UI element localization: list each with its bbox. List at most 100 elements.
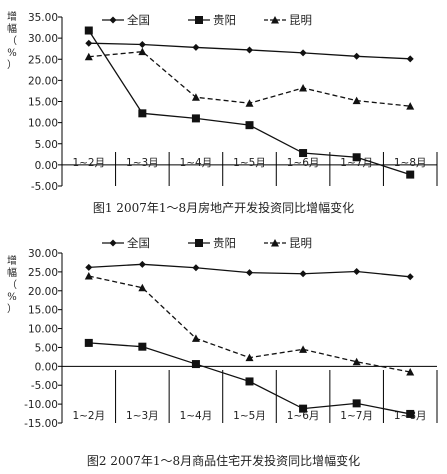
point-marker	[84, 26, 93, 35]
y-axis-label: ）	[7, 59, 17, 71]
y-axis-label: ）	[7, 303, 17, 315]
point-marker	[138, 260, 146, 268]
point-marker	[138, 47, 147, 56]
point-marker	[299, 345, 308, 353]
point-marker	[406, 368, 415, 376]
y-tick-label: 15.00	[28, 97, 58, 109]
point-marker	[299, 49, 307, 57]
legend-label: 全国	[127, 236, 150, 250]
y-tick-label: 10.00	[28, 118, 58, 130]
x-tick-label: 1~3月	[126, 157, 159, 169]
x-tick-label: 1~8月	[394, 157, 427, 169]
y-axis-label: 幅	[7, 22, 17, 35]
legend-entry: 昆明	[264, 236, 312, 250]
y-tick-label: 5.00	[35, 139, 58, 151]
x-tick-label: 1~4月	[180, 157, 213, 169]
legend-entry: 贵阳	[188, 13, 236, 27]
x-tick-label: 1~7月	[340, 410, 373, 422]
point-marker	[271, 239, 279, 247]
y-tick-label: 10.00	[28, 324, 58, 336]
series-2	[84, 26, 415, 179]
point-marker	[352, 153, 361, 162]
x-tick-label: 1~2月	[72, 157, 105, 169]
point-marker	[299, 270, 307, 278]
y-tick-label: 0.00	[35, 361, 58, 373]
y-axis-label: 增	[7, 10, 17, 23]
y-tick-label: -15.00	[24, 418, 58, 430]
point-marker	[246, 269, 253, 277]
point-marker	[299, 404, 308, 413]
x-tick-label: 1~2月	[72, 410, 105, 422]
point-marker	[406, 273, 414, 281]
y-tick-label: 15.00	[28, 305, 58, 317]
y-tick-label: -5.00	[31, 181, 58, 193]
series-3	[84, 272, 415, 376]
point-marker	[406, 409, 415, 418]
point-marker	[109, 239, 117, 247]
y-tick-label: 20.00	[28, 75, 58, 87]
x-tick-label: 1~5月	[233, 410, 266, 422]
point-marker	[195, 239, 203, 247]
y-axis-label: 幅	[7, 266, 17, 279]
point-marker	[84, 272, 93, 280]
legend-label: 昆明	[289, 13, 312, 27]
point-marker	[191, 360, 200, 369]
y-axis-label: （	[7, 35, 17, 47]
legend-entry: 全国	[102, 13, 150, 27]
point-marker	[353, 268, 361, 276]
series-2	[84, 338, 415, 418]
y-axis-label: %	[7, 48, 17, 59]
point-marker	[191, 114, 200, 123]
point-marker	[138, 109, 147, 118]
series-1	[85, 39, 414, 63]
y-tick-label: 35.00	[28, 12, 58, 24]
point-marker	[85, 263, 93, 271]
point-marker	[245, 377, 254, 386]
y-tick-label: 30.00	[28, 33, 58, 45]
point-marker	[406, 102, 415, 110]
chart-1-caption: 图1 2007年1～8月房地产开发投资同比增幅变化	[92, 201, 355, 215]
legend-label: 贵阳	[213, 13, 236, 27]
point-marker	[84, 338, 93, 347]
point-marker	[352, 399, 361, 408]
y-axis-label: %	[7, 292, 17, 303]
y-tick-label: -5.00	[31, 380, 58, 392]
y-tick-label: 5.00	[35, 342, 58, 354]
point-marker	[246, 46, 253, 54]
legend-label: 贵阳	[213, 236, 236, 250]
legend-entry: 昆明	[264, 13, 312, 27]
point-marker	[271, 16, 279, 24]
y-tick-label: 0.00	[35, 160, 58, 172]
point-marker	[245, 353, 254, 362]
point-marker	[85, 39, 93, 47]
y-tick-label: 20.00	[28, 286, 58, 298]
y-tick-label: -10.00	[24, 399, 58, 411]
point-marker	[191, 93, 200, 101]
x-tick-label: 1~3月	[126, 410, 159, 422]
legend-label: 昆明	[289, 236, 312, 250]
point-marker	[352, 96, 361, 105]
point-marker	[192, 43, 200, 51]
series-1	[85, 260, 414, 281]
x-tick-label: 1~5月	[233, 157, 266, 169]
legend-entry: 贵阳	[188, 236, 236, 250]
legend-label: 全国	[127, 13, 150, 27]
point-marker	[138, 342, 147, 351]
y-tick-label: 25.00	[28, 54, 58, 66]
point-marker	[299, 149, 308, 158]
chart-2-caption: 图2 2007年1～8月商品住宅开发投资同比增幅变化	[86, 454, 361, 468]
point-marker	[84, 52, 93, 61]
y-tick-label: 30.00	[28, 248, 58, 260]
series-3	[84, 47, 415, 110]
point-marker	[138, 283, 147, 292]
x-tick-label: 1~4月	[180, 410, 213, 422]
point-marker	[245, 99, 254, 107]
x-tick-label: 1~6月	[287, 157, 320, 169]
point-marker	[195, 16, 203, 24]
point-marker	[352, 357, 361, 366]
point-marker	[138, 40, 146, 48]
point-marker	[299, 83, 308, 92]
legend-entry: 全国	[102, 236, 150, 250]
